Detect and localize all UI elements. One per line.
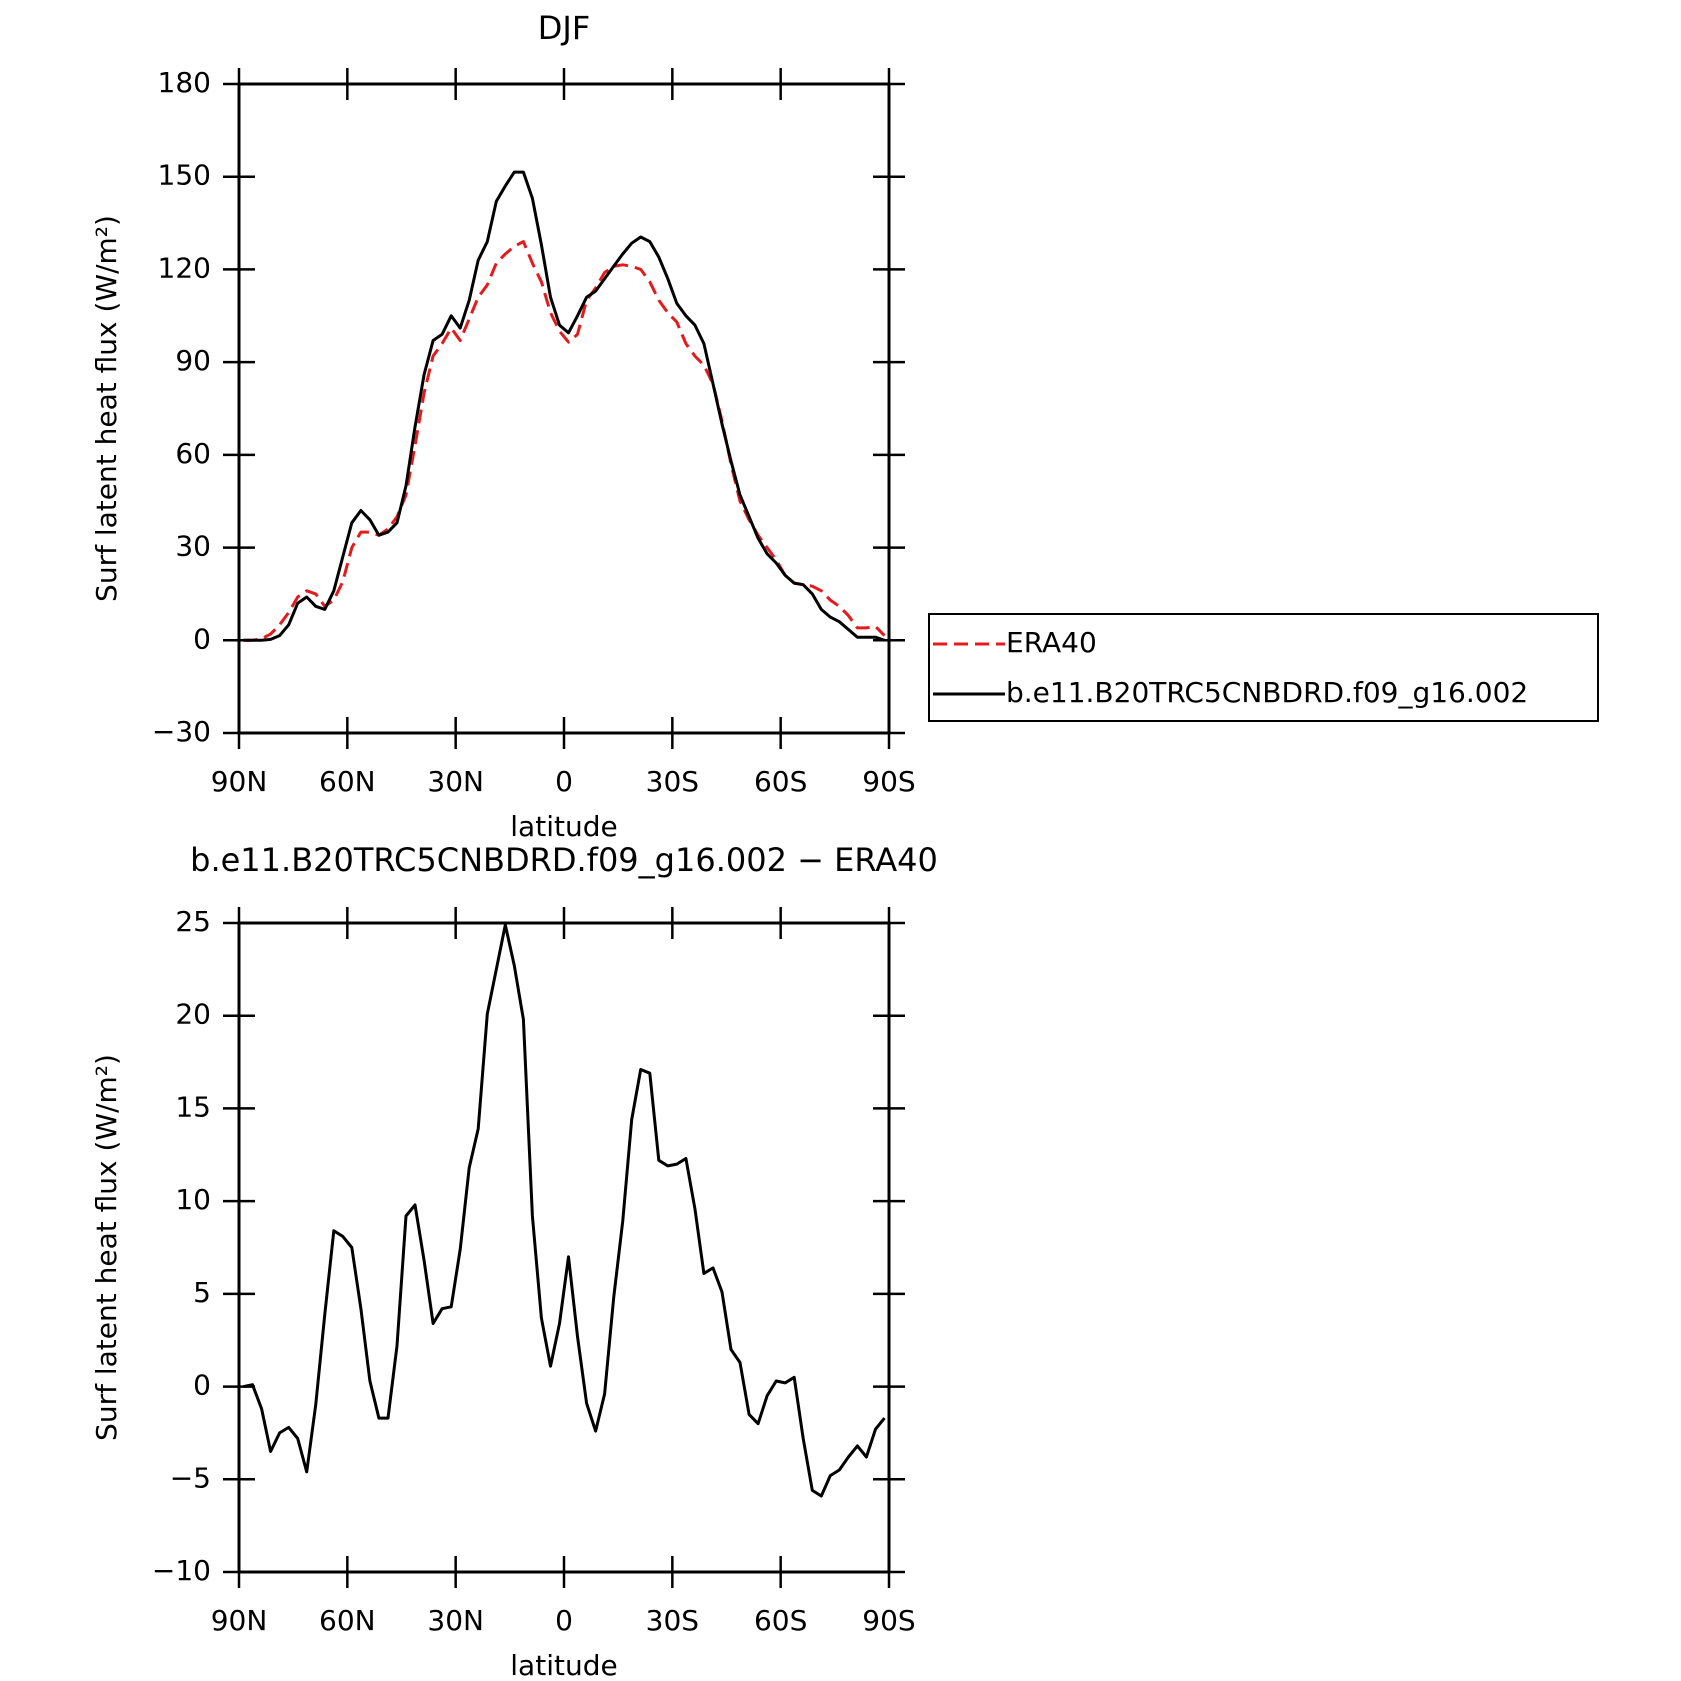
y-tick-label: −30 <box>152 715 211 748</box>
x-tick-label: 0 <box>555 1604 573 1637</box>
x-tick-label: 30N <box>427 1604 484 1637</box>
data-line <box>243 923 886 1498</box>
y-tick-label: 30 <box>175 530 211 563</box>
x-axis-label: latitude <box>510 1649 617 1681</box>
y-tick-label: −10 <box>152 1554 211 1587</box>
x-axis-label: latitude <box>510 810 617 843</box>
x-tick-label: 30S <box>646 1604 699 1637</box>
chart-title: b.e11.B20TRC5CNBDRD.f09_g16.002 − ERA40 <box>190 841 938 879</box>
data-line <box>243 240 886 642</box>
y-tick-label: −5 <box>170 1461 211 1494</box>
y-tick-label: 180 <box>158 66 211 99</box>
plot-frame <box>237 82 891 735</box>
x-tick-label: 60N <box>319 765 376 798</box>
x-tick-label: 60S <box>754 1604 807 1637</box>
x-tick-label: 90S <box>862 1604 915 1637</box>
y-tick-label: 20 <box>175 998 211 1031</box>
y-tick-label: 150 <box>158 159 211 192</box>
y-tick-label: 90 <box>175 344 211 377</box>
x-tick-label: 0 <box>555 765 573 798</box>
y-tick-label: 15 <box>175 1090 211 1123</box>
y-tick-label: 60 <box>175 437 211 470</box>
y-tick-label: 0 <box>193 622 211 655</box>
x-tick-label: 90N <box>211 765 268 798</box>
x-tick-label: 90N <box>211 1604 268 1637</box>
data-line <box>243 170 885 642</box>
y-tick-label: 10 <box>175 1183 211 1216</box>
y-tick-label: 25 <box>175 905 211 938</box>
chart-title: DJF <box>538 9 590 47</box>
y-tick-label: 120 <box>158 251 211 284</box>
x-tick-label: 90S <box>862 765 915 798</box>
y-tick-label: 5 <box>193 1276 211 1309</box>
legend-label: ERA40 <box>1006 626 1097 659</box>
legend-box <box>928 613 1599 722</box>
y-axis-label: Surf latent heat flux (W/m²) <box>90 1054 123 1441</box>
x-tick-label: 30S <box>646 765 699 798</box>
plot-frame <box>237 921 891 1574</box>
legend-label: b.e11.B20TRC5CNBDRD.f09_g16.002 <box>1006 676 1528 709</box>
x-tick-label: 60N <box>319 1604 376 1637</box>
y-tick-label: 0 <box>193 1369 211 1402</box>
y-axis-label: Surf latent heat flux (W/m²) <box>90 215 123 602</box>
x-tick-label: 30N <box>427 765 484 798</box>
x-tick-label: 60S <box>754 765 807 798</box>
